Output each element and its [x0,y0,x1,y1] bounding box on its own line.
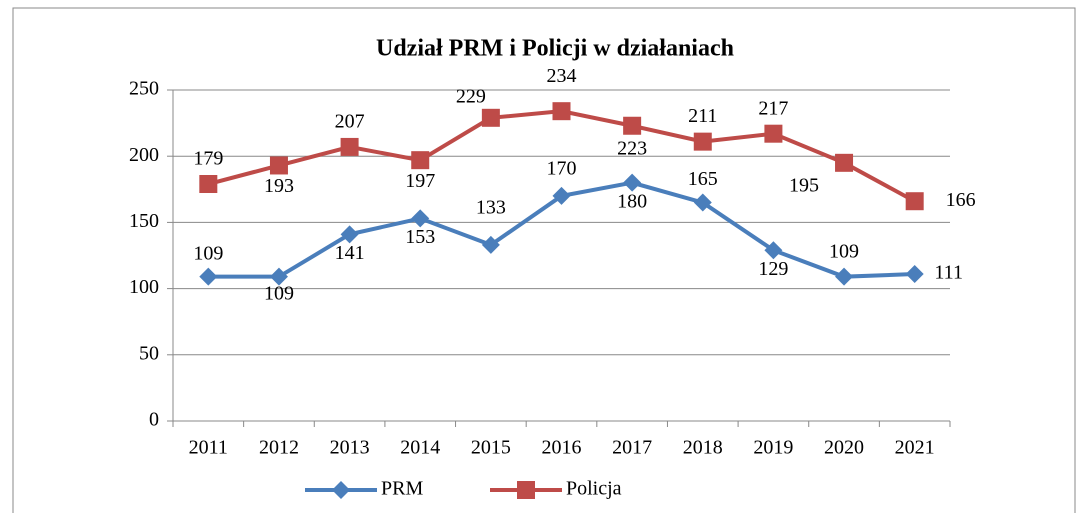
y-tick-label: 150 [129,210,159,232]
y-tick-label: 0 [149,409,159,431]
x-tick-label: 2013 [330,437,370,459]
data-label: 111 [934,262,963,284]
marker [623,173,642,192]
x-tick-label: 2011 [189,437,228,459]
marker [552,102,571,121]
y-tick-label: 200 [129,144,159,166]
x-tick-label: 2017 [612,437,652,459]
data-label: 141 [335,242,365,264]
data-label: 109 [829,240,859,262]
data-label: 217 [758,97,788,119]
legend-label: Policja [566,478,622,500]
marker [340,225,359,244]
data-label: 180 [617,190,647,212]
x-tick-label: 2019 [753,437,793,459]
data-label: 165 [688,168,718,190]
data-label: 109 [264,282,294,304]
marker [835,153,854,172]
marker [764,124,783,143]
marker [481,235,500,254]
marker [411,151,430,170]
data-label: 223 [617,137,647,159]
marker [693,132,712,151]
data-label: 133 [476,197,506,219]
marker [199,267,218,286]
data-label: 211 [688,105,717,127]
data-label: 109 [193,242,223,264]
marker [269,267,288,286]
data-label: 193 [264,175,294,197]
x-tick-label: 2014 [400,437,440,459]
data-label: 234 [547,65,577,87]
chart-frame [12,7,1076,513]
marker [332,481,350,499]
x-tick-label: 2012 [259,437,299,459]
legend-label: PRM [381,478,423,500]
chart-title: Udział PRM i Policji w działaniach [376,36,734,62]
marker [517,481,535,499]
marker [693,193,712,212]
marker [269,156,288,175]
data-label: 195 [789,174,819,196]
x-tick-label: 2015 [471,437,511,459]
data-label: 153 [405,226,435,248]
marker [905,192,924,211]
marker [411,209,430,228]
marker [623,116,642,135]
marker [764,241,783,260]
data-label: 229 [456,85,486,107]
y-tick-label: 50 [139,342,159,364]
x-tick-label: 2016 [542,437,582,459]
x-tick-label: 2020 [824,437,864,459]
data-label: 166 [946,189,976,211]
data-label: 207 [335,111,365,133]
x-tick-label: 2021 [895,437,935,459]
marker [835,267,854,286]
x-tick-label: 2018 [683,437,723,459]
y-tick-label: 100 [129,276,159,298]
y-tick-label: 250 [129,78,159,100]
marker [481,108,500,127]
marker [340,137,359,156]
marker [905,265,924,284]
data-label: 129 [758,258,788,280]
marker [199,175,218,194]
data-label: 179 [193,148,223,170]
data-label: 170 [547,158,577,180]
data-label: 197 [405,170,435,192]
marker [552,186,571,205]
